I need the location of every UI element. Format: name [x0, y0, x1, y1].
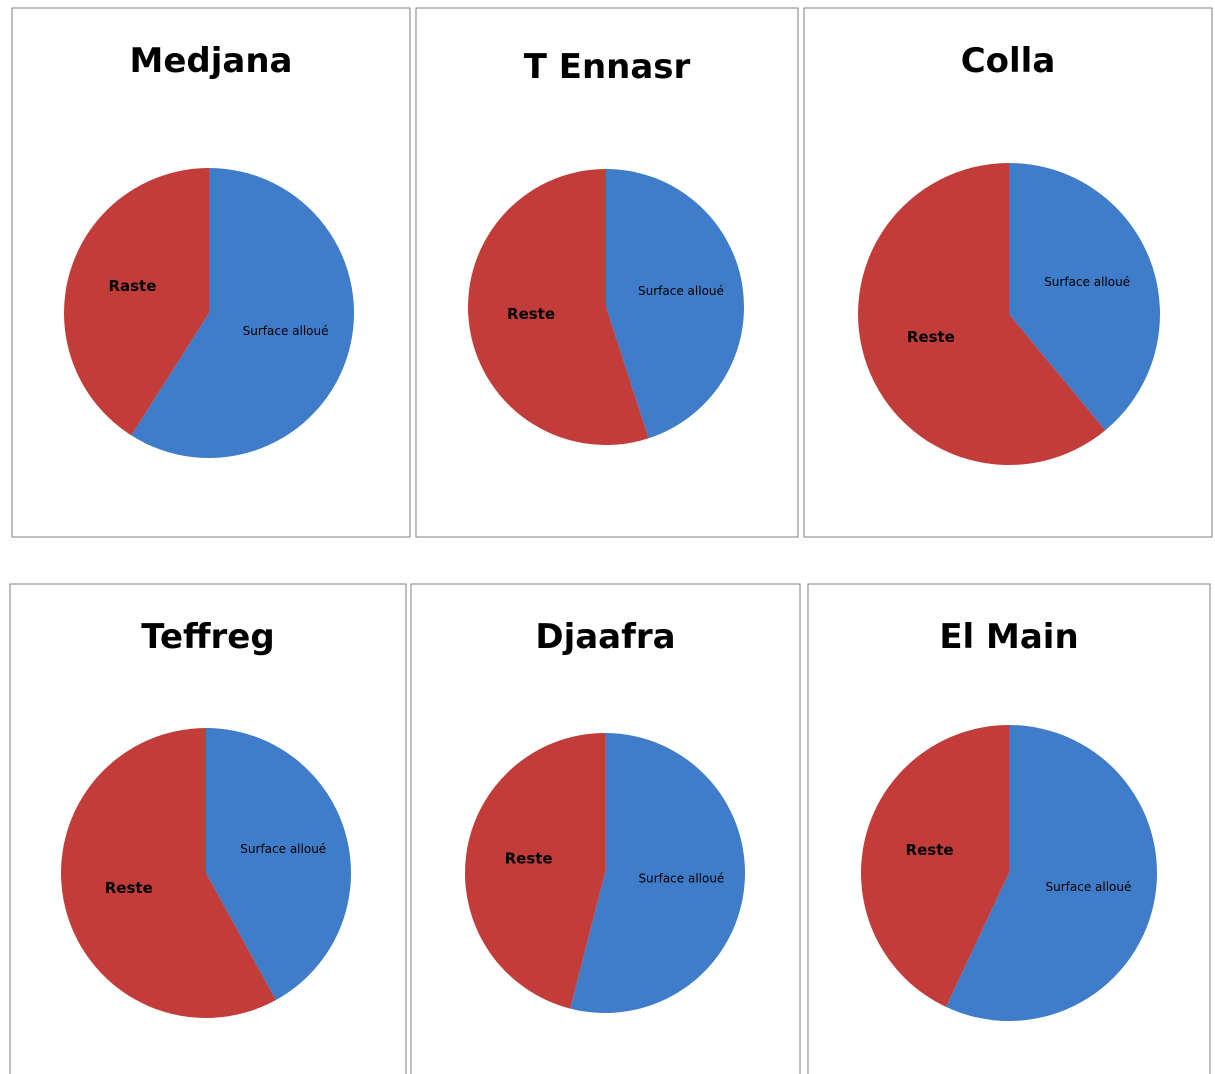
slice-label: Surface alloué	[243, 324, 329, 338]
chart-title: Colla	[961, 41, 1056, 81]
pie-slice	[570, 733, 745, 1014]
chart-title: El Main	[939, 617, 1078, 657]
slice-label: Reste	[507, 305, 555, 323]
pie-slice	[465, 733, 605, 1009]
slice-label: Raste	[108, 277, 156, 295]
slice-label: Reste	[505, 849, 553, 867]
chart-title: Medjana	[130, 41, 293, 81]
pie-slice	[131, 168, 355, 459]
pie-slice	[1009, 163, 1160, 431]
pie-slice	[64, 168, 209, 436]
slice-label: Reste	[105, 879, 153, 897]
chart-title: Teffreg	[141, 617, 274, 657]
chart-title: T Ennasr	[524, 47, 691, 87]
slice-label: Surface alloué	[1044, 275, 1130, 289]
pie-slice	[861, 725, 1009, 1007]
slice-label: Reste	[906, 841, 954, 859]
chart-title: Djaafra	[535, 617, 675, 657]
pie-slice	[857, 163, 1106, 465]
pie-slice	[60, 728, 276, 1018]
pie-slice	[945, 725, 1158, 1021]
pie-slice	[468, 169, 649, 445]
pie-slice	[606, 169, 744, 439]
slice-label: Reste	[907, 328, 955, 346]
slice-label: Surface alloué	[638, 872, 724, 886]
pie-slice	[206, 728, 351, 1001]
slice-label: Surface alloué	[638, 284, 724, 298]
slice-label: Surface alloué	[240, 842, 326, 856]
slice-label: Surface alloué	[1045, 880, 1131, 894]
